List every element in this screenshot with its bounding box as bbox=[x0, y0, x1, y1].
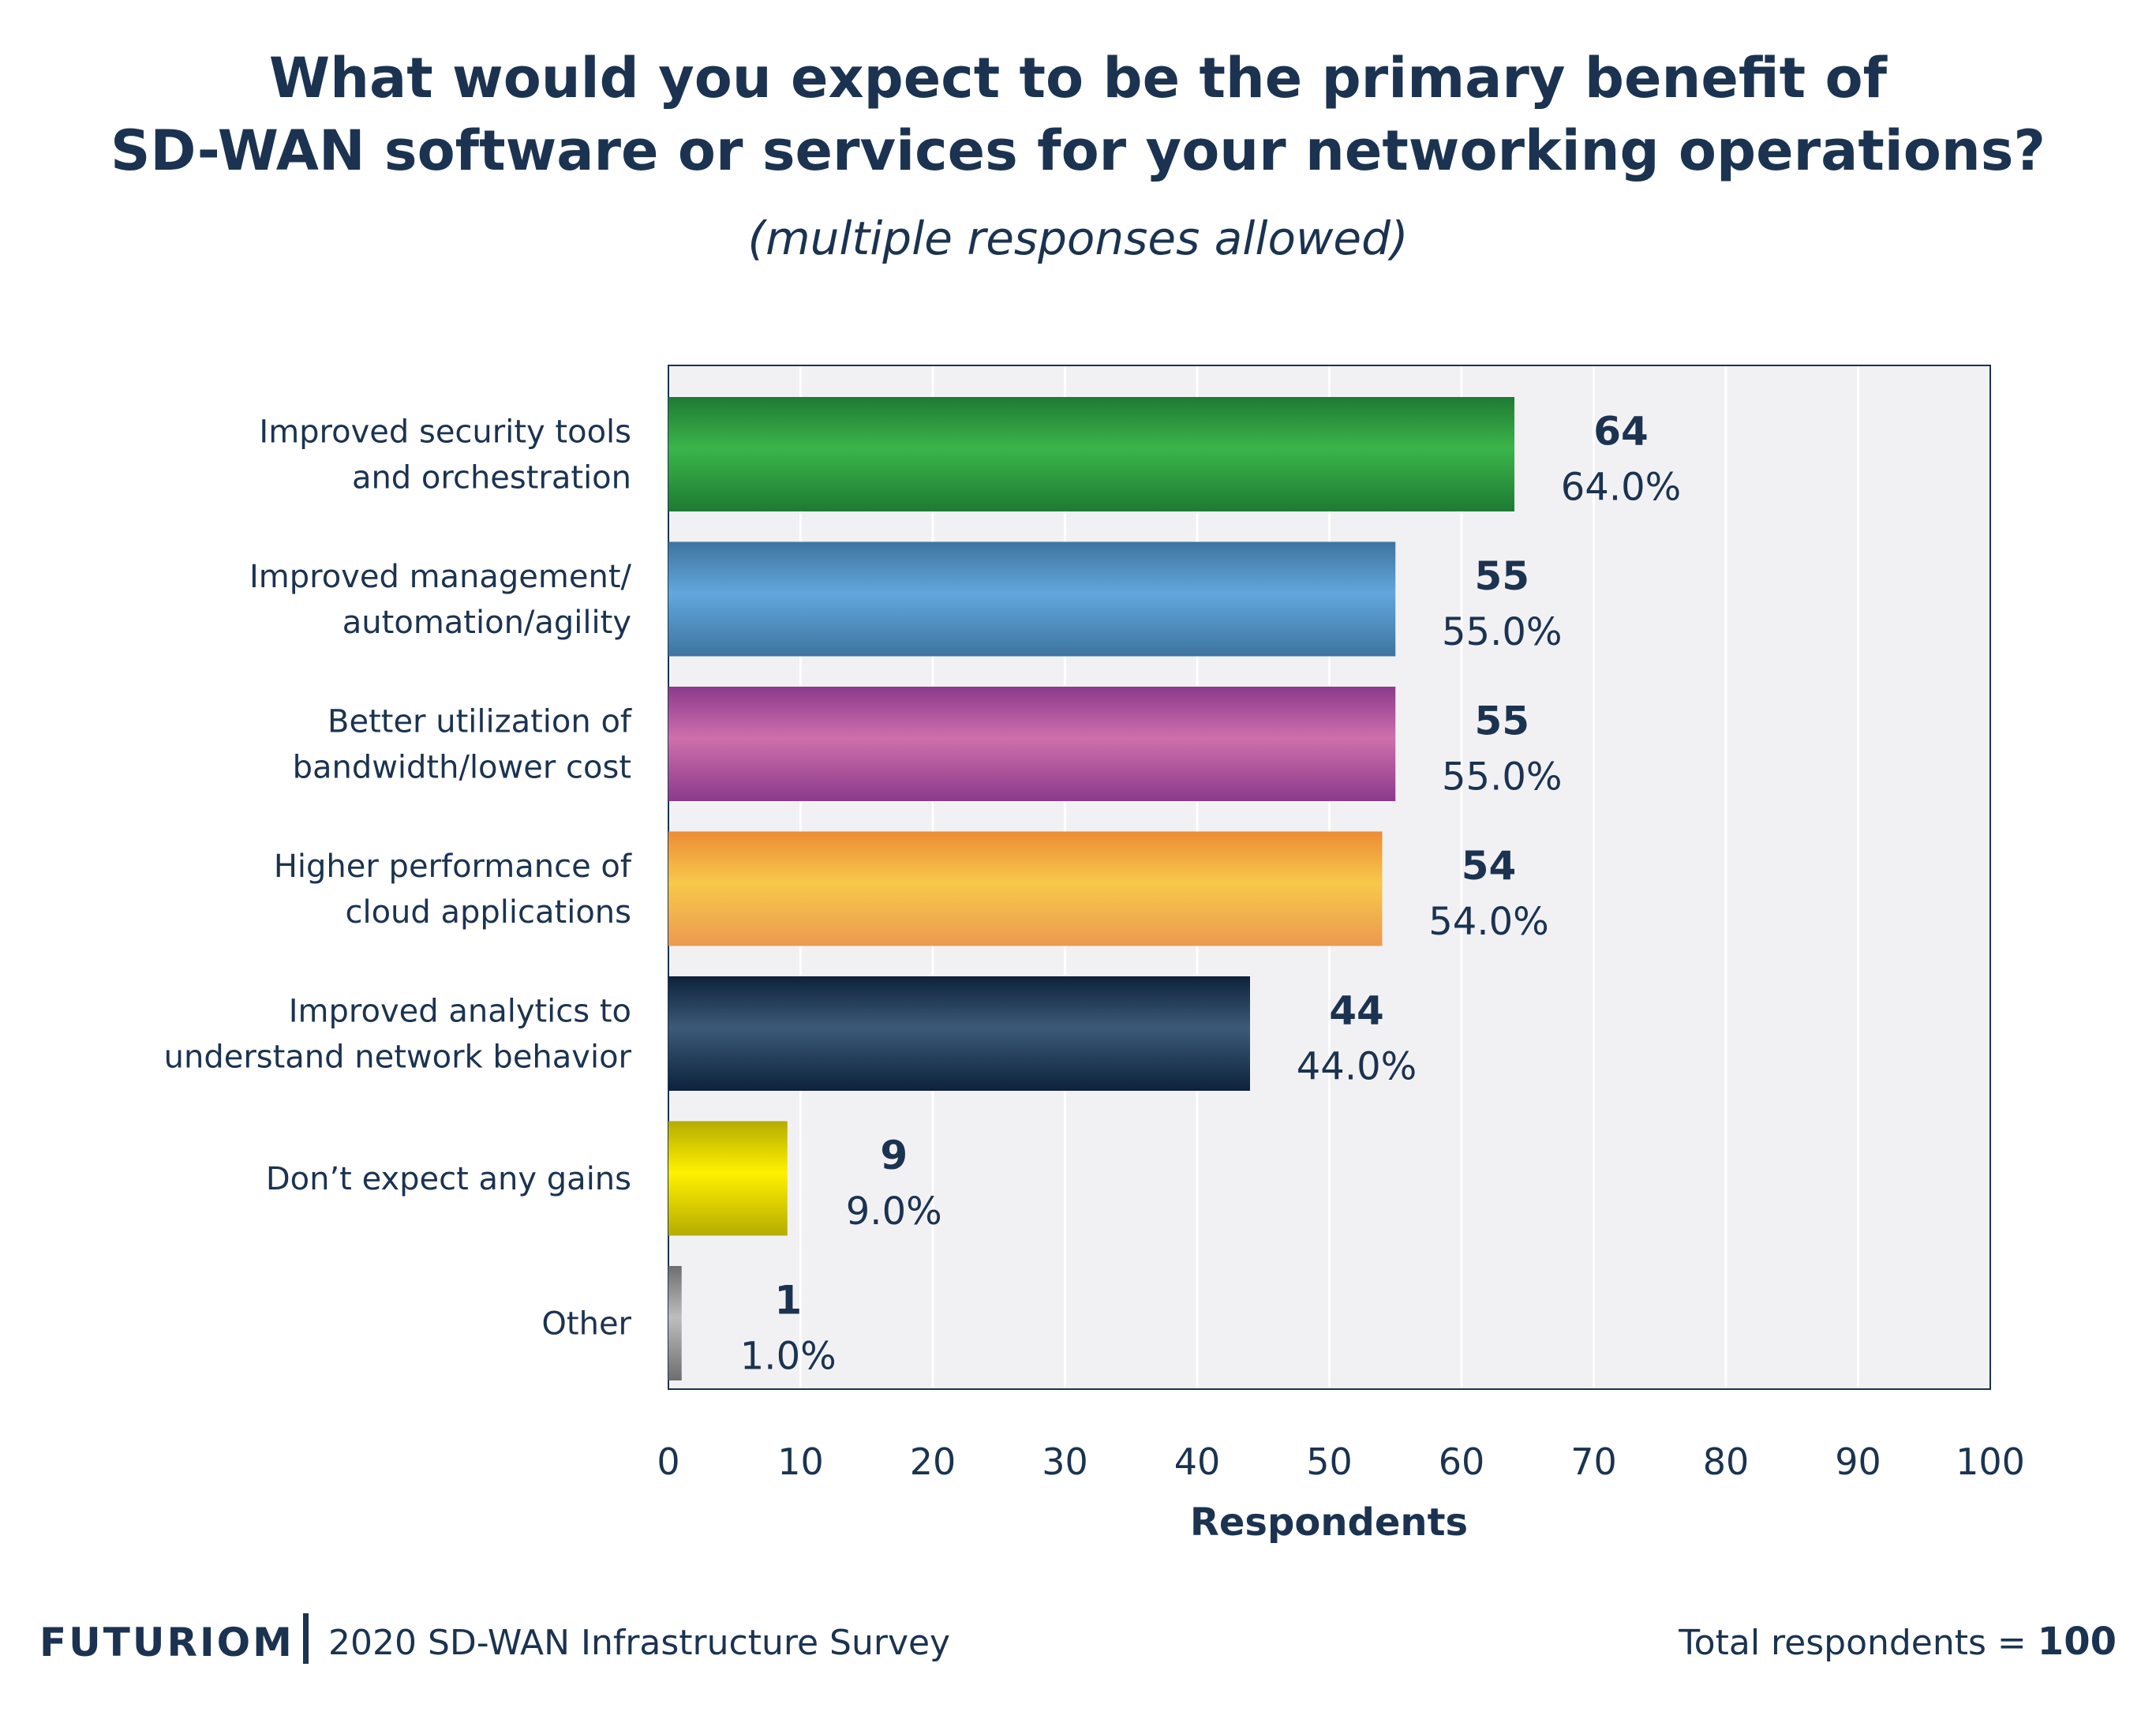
chart-title-line1: What would you expect to be the primary … bbox=[268, 46, 1888, 110]
value-label: 54 bbox=[1462, 843, 1517, 889]
category-label-line: Higher performance of bbox=[274, 848, 632, 885]
percent-label: 55.0% bbox=[1442, 610, 1562, 654]
bar bbox=[668, 1266, 682, 1380]
x-tick-label: 0 bbox=[657, 1440, 679, 1483]
survey-name: 2020 SD-WAN Infrastructure Survey bbox=[328, 1623, 951, 1663]
x-axis-ticks: 0 10 20 30 40 50 60 70 80 90 100 bbox=[657, 1440, 2025, 1483]
category-label-line: Improved management/ bbox=[249, 559, 632, 595]
x-tick-label: 90 bbox=[1835, 1440, 1881, 1483]
value-label: 55 bbox=[1474, 553, 1529, 599]
percent-label: 1.0% bbox=[740, 1335, 837, 1379]
bars bbox=[668, 397, 1514, 1380]
category-label-line: Don’t expect any gains bbox=[266, 1161, 631, 1197]
category-label-line: automation/agility bbox=[342, 605, 631, 641]
chart-subtitle: (multiple responses allowed) bbox=[747, 212, 1409, 265]
labels: Improved security tools and orchestration… bbox=[164, 409, 1682, 1379]
x-axis-label: Respondents bbox=[1190, 1500, 1468, 1545]
bar bbox=[668, 976, 1250, 1091]
x-tick-label: 50 bbox=[1306, 1440, 1353, 1483]
total-respondents: Total respondents = 100 bbox=[1679, 1620, 2117, 1664]
bar bbox=[668, 831, 1383, 946]
total-respondents-label: Total respondents = bbox=[1679, 1623, 2027, 1663]
bar bbox=[668, 687, 1396, 801]
category-label-line: Improved analytics to bbox=[289, 994, 631, 1030]
category-label: Better utilization of bandwidth/lower cos… bbox=[293, 704, 632, 786]
value-label: 64 bbox=[1593, 409, 1649, 455]
x-tick-label: 80 bbox=[1703, 1440, 1750, 1483]
x-tick-label: 30 bbox=[1042, 1440, 1088, 1483]
footer-divider bbox=[303, 1613, 309, 1664]
category-label: Higher performance of cloud applications bbox=[274, 848, 632, 931]
futuriom-logo: FUTURIOM bbox=[39, 1620, 294, 1665]
x-tick-label: 10 bbox=[777, 1440, 824, 1483]
percent-label: 9.0% bbox=[846, 1189, 942, 1234]
category-label: Improved analytics to understand network … bbox=[164, 994, 632, 1076]
total-respondents-value: 100 bbox=[2037, 1620, 2117, 1664]
value-label: 9 bbox=[880, 1133, 908, 1178]
x-tick-label: 70 bbox=[1570, 1440, 1617, 1483]
percent-label: 64.0% bbox=[1561, 466, 1681, 510]
bar bbox=[668, 397, 1514, 511]
x-tick-label: 100 bbox=[1956, 1440, 2025, 1483]
value-label: 55 bbox=[1474, 699, 1529, 744]
bar bbox=[668, 541, 1396, 657]
category-label: Improved security tools and orchestration bbox=[259, 414, 631, 496]
category-label: Other bbox=[541, 1306, 631, 1343]
category-label-line: Better utilization of bbox=[328, 704, 632, 740]
x-tick-label: 20 bbox=[910, 1440, 956, 1483]
category-label: Don’t expect any gains bbox=[266, 1161, 631, 1197]
value-label: 44 bbox=[1329, 988, 1384, 1034]
x-tick-label: 40 bbox=[1174, 1440, 1221, 1483]
percent-label: 55.0% bbox=[1442, 755, 1562, 800]
category-label-line: Improved security tools bbox=[259, 414, 631, 451]
category-label-line: understand network behavior bbox=[164, 1039, 632, 1076]
category-label-line: Other bbox=[541, 1306, 631, 1343]
category-label-line: and orchestration bbox=[352, 460, 631, 496]
chart-title-line2: SD-WAN software or services for your net… bbox=[110, 118, 2046, 183]
category-label-line: bandwidth/lower cost bbox=[293, 750, 631, 786]
percent-label: 44.0% bbox=[1297, 1045, 1417, 1089]
bar bbox=[668, 1121, 788, 1236]
value-label: 1 bbox=[774, 1278, 802, 1324]
category-label: Improved management/automation/agility bbox=[249, 559, 632, 641]
category-label-line: cloud applications bbox=[345, 894, 631, 931]
percent-label: 54.0% bbox=[1428, 900, 1548, 944]
x-tick-label: 60 bbox=[1439, 1440, 1485, 1483]
